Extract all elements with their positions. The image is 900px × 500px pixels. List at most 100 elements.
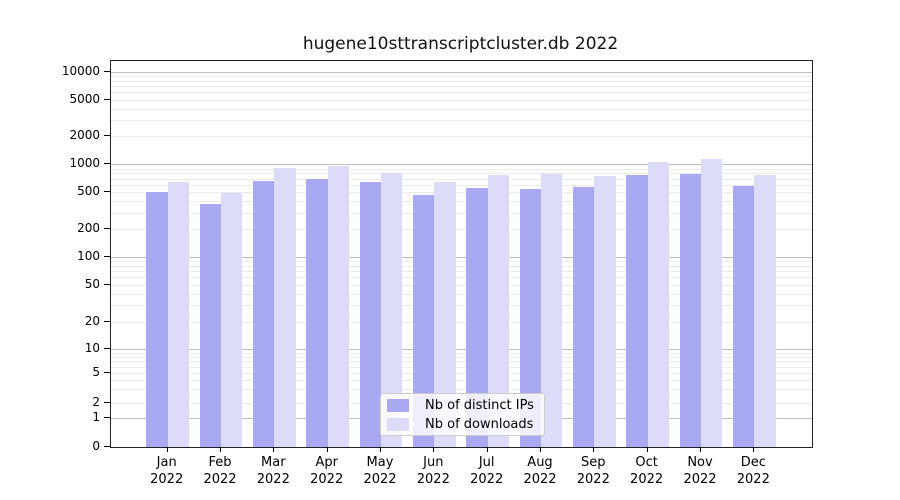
bar-distinct-ips [199,204,221,447]
legend: Nb of distinct IPs Nb of downloads [380,393,545,436]
gridline-minor [111,293,812,295]
y-tick-label: 2000 [69,128,100,143]
plot-area: Nb of distinct IPs Nb of downloads [110,60,813,448]
y-tick-label: 5 [92,364,100,379]
x-tick-mark [700,447,701,452]
gridline-minor [111,277,812,279]
x-tick-mark [326,447,328,452]
x-tick-month: Oct [635,455,658,470]
legend-label-distinct-ips: Nb of distinct IPs [425,397,534,413]
x-tick-mark [486,447,488,452]
y-tick-label: 200 [77,221,100,235]
gridline-minor [111,389,812,391]
bar-distinct-ips [359,181,381,447]
y-tick-label: 5000 [69,91,100,106]
x-tick-mark [380,447,381,452]
x-tick-year: 2022 [683,472,717,487]
x-tick-month: Dec [740,455,766,470]
bar-distinct-ips [306,178,328,447]
bar-distinct-ips [466,187,488,447]
bar-downloads [274,168,296,447]
legend-swatch-distinct-ips [387,398,409,412]
bar-downloads [167,182,189,447]
x-tick-label: Oct 2022 [617,454,677,488]
gridline-minor [111,212,812,214]
gridline-minor [111,284,812,286]
y-tick-label: 0 [92,439,100,453]
gridline-major [111,71,812,73]
y-tick-label: 1000 [69,156,100,171]
y-tick-label: 50 [84,276,100,291]
gridline-minor [111,184,812,186]
gridline-minor [111,76,812,77]
x-tick-month: Mar [261,455,286,470]
y-tick-mark [104,446,110,447]
y-tick-mark [104,70,110,72]
bar-distinct-ips [679,173,701,447]
bar-distinct-ips [146,191,168,447]
x-tick-mark [433,447,435,452]
y-tick-mark [104,228,110,229]
y-tick-mark [104,320,110,322]
gridline-minor [111,261,812,263]
bar-downloads [754,174,776,447]
y-tick-label: 2 [92,394,100,409]
x-tick-month: Feb [208,455,232,470]
legend-item-downloads: Nb of downloads [387,417,538,432]
bar-distinct-ips [413,195,435,447]
x-tick-year: 2022 [256,472,290,487]
x-tick-label: Jan 2022 [137,454,197,488]
x-tick-month: Nov [687,455,713,470]
bar-downloads [541,173,563,447]
gridline-minor [111,265,812,267]
gridline-minor [111,271,812,273]
bar-downloads [701,158,723,447]
legend-label-downloads: Nb of downloads [425,416,534,432]
x-tick-month: Sep [581,455,606,470]
x-tick-mark [166,447,168,452]
gridline-minor [111,178,812,180]
gridline-major [111,349,812,351]
y-tick-mark [104,255,110,257]
y-tick-mark [104,163,110,165]
x-tick-label: Apr 2022 [297,454,357,488]
x-tick-year: 2022 [523,472,557,487]
gridline-minor [111,92,812,94]
bar-distinct-ips [733,185,755,447]
gridline-minor [111,108,812,110]
gridline-major [111,256,812,258]
bar-downloads [221,192,243,447]
x-tick-label: Aug 2022 [510,454,570,488]
gridline-minor [111,356,812,358]
gridline-minor [111,361,812,363]
x-tick-label: Jun 2022 [403,454,463,488]
x-tick-label: Jul 2022 [457,454,517,488]
y-tick-mark [104,191,110,193]
x-tick-year: 2022 [203,472,237,487]
y-tick-mark [104,135,110,137]
y-tick-label: 10000 [61,63,100,78]
gridline-minor [111,136,812,138]
x-tick-month: May [366,455,394,470]
x-tick-year: 2022 [630,472,664,487]
y-tick-label: 500 [77,184,100,199]
x-tick-label: Dec 2022 [723,454,783,488]
bar-downloads [434,181,456,447]
legend-item-distinct-ips: Nb of distinct IPs [387,398,538,413]
bar-distinct-ips [253,181,275,447]
x-tick-year: 2022 [310,472,344,487]
gridline-minor [111,352,812,354]
x-tick-label: Sep 2022 [563,454,623,488]
chart-title: hugene10sttranscriptcluster.db 2022 [302,34,619,54]
bar-distinct-ips [573,186,595,447]
gridline-minor [111,173,812,175]
x-tick-label: Mar 2022 [243,454,303,488]
bar-distinct-ips [519,189,541,447]
y-tick-mark [104,401,110,403]
x-tick-month: Aug [527,455,553,470]
x-tick-label: Nov 2022 [670,454,730,488]
bar-distinct-ips [626,175,648,447]
bar-downloads [647,162,669,447]
gridline-minor [111,380,812,381]
x-tick-label: May 2022 [350,454,410,488]
